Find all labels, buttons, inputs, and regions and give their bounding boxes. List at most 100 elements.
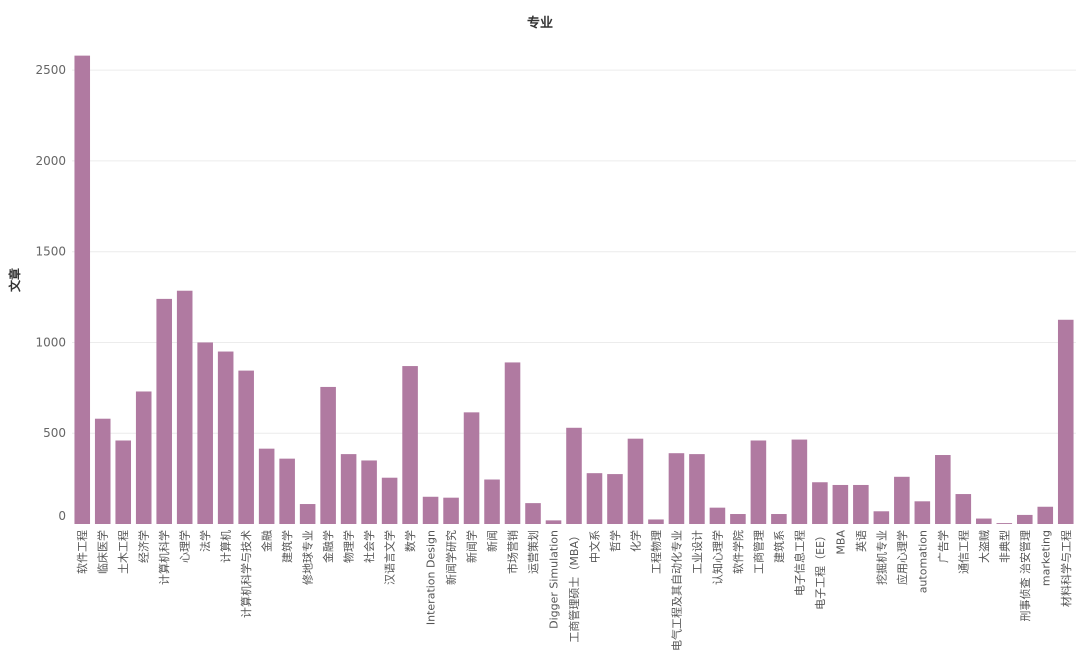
x-tick-label: automation	[916, 530, 929, 593]
x-tick-label: 哲学	[608, 530, 622, 552]
bar[interactable]	[361, 460, 377, 524]
bar[interactable]	[689, 454, 705, 524]
bar[interactable]	[996, 523, 1013, 524]
bar[interactable]	[668, 453, 685, 524]
bar[interactable]	[238, 370, 254, 524]
x-tick-label: 电子工程（EE）	[814, 530, 827, 610]
bar[interactable]	[422, 496, 439, 524]
x-tick-label: 工程物理	[649, 530, 663, 574]
bar[interactable]	[1057, 319, 1074, 524]
bar[interactable]	[914, 501, 931, 524]
bar[interactable]	[586, 473, 603, 524]
x-tick-label: 市场营销	[506, 530, 520, 574]
y-tick-label: 2500	[35, 63, 66, 77]
bar[interactable]	[279, 458, 295, 524]
bar[interactable]	[709, 507, 726, 524]
bar[interactable]	[94, 418, 111, 524]
bar[interactable]	[525, 503, 541, 524]
y-tick-label: 2000	[35, 154, 66, 168]
bar[interactable]	[730, 514, 746, 524]
bar[interactable]	[894, 476, 910, 524]
chart-title: 专业	[526, 16, 553, 31]
x-tick-label: 软件工程	[75, 530, 89, 574]
bar[interactable]	[976, 518, 992, 524]
bar[interactable]	[217, 351, 234, 524]
bar[interactable]	[1016, 514, 1033, 524]
bar[interactable]	[648, 519, 664, 524]
bar[interactable]	[566, 427, 582, 524]
x-tick-label: MBA	[834, 530, 847, 555]
x-tick-label: 运营策划	[526, 530, 540, 574]
bar[interactable]	[156, 298, 172, 524]
x-tick-label: 金融学	[321, 530, 335, 563]
bar[interactable]	[74, 55, 91, 524]
bar[interactable]	[771, 514, 787, 524]
bar[interactable]	[463, 412, 480, 524]
bar[interactable]	[607, 474, 623, 524]
bar[interactable]	[750, 440, 767, 524]
bar[interactable]	[135, 391, 152, 524]
y-tick-label: 500	[43, 426, 66, 440]
bar[interactable]	[258, 448, 275, 524]
x-tick-label: 应用心理学	[895, 530, 909, 585]
x-tick-label: 汉语言文学	[383, 530, 397, 585]
bar[interactable]	[381, 477, 398, 524]
bar[interactable]	[340, 454, 357, 524]
x-tick-label: 认知心理学	[710, 530, 724, 585]
x-tick-label: 挖掘机专业	[874, 530, 888, 585]
bar[interactable]	[443, 497, 459, 524]
bar[interactable]	[402, 366, 418, 524]
bar[interactable]	[832, 484, 849, 524]
bar[interactable]	[320, 386, 336, 524]
x-tick-label: 临床医学	[96, 530, 110, 574]
x-tick-label: 数学	[403, 530, 417, 552]
x-tick-label: 电子信息工程	[792, 530, 806, 596]
x-tick-label: marketing	[1039, 530, 1052, 586]
bar[interactable]	[115, 440, 132, 524]
bar[interactable]	[484, 479, 500, 524]
x-tick-label: 金融	[260, 530, 274, 552]
bar[interactable]	[873, 511, 890, 524]
x-tick-label: 修地球专业	[301, 530, 315, 585]
bar[interactable]	[504, 362, 521, 524]
x-tick-label: 计算机	[219, 530, 233, 563]
x-tick-label: 心理学	[178, 530, 192, 563]
bar[interactable]	[176, 290, 193, 524]
x-tick-label: 软件学院	[731, 530, 745, 574]
bar[interactable]	[1037, 506, 1054, 524]
bar[interactable]	[299, 504, 316, 524]
y-tick-label: 0	[58, 509, 66, 523]
x-tick-label: 工商管理	[751, 530, 765, 574]
x-tick-label: 计算机科学	[157, 530, 171, 585]
x-tick-label: 新闻	[485, 530, 499, 552]
x-tick-label: 广告学	[936, 530, 950, 563]
x-tick-label: 经济学	[137, 530, 151, 563]
bar[interactable]	[791, 439, 808, 524]
bar[interactable]	[197, 342, 213, 524]
x-tick-label: 物理学	[342, 530, 356, 563]
y-tick-label: 1500	[35, 245, 66, 259]
x-tick-label: 英语	[854, 530, 868, 552]
bar[interactable]	[955, 494, 972, 524]
bar[interactable]	[853, 484, 869, 524]
x-tick-label: 计算机科学与技术	[239, 530, 253, 618]
x-tick-label: 社会学	[362, 530, 376, 563]
x-tick-label: 新闻学	[465, 530, 479, 563]
x-tick-label: 工业设计	[691, 530, 704, 574]
x-tick-label: Digger Simulation	[548, 530, 561, 629]
x-tick-label: 新闻学研究	[444, 530, 458, 585]
x-tick-label: 工商管理硕士（MBA）	[567, 530, 581, 643]
bar[interactable]	[812, 482, 828, 524]
bar[interactable]	[627, 438, 644, 524]
bar[interactable]	[935, 455, 951, 524]
x-tick-label: 建筑学	[280, 530, 294, 563]
bar[interactable]	[545, 520, 562, 524]
x-tick-label: 土木工程	[117, 530, 130, 574]
x-tick-label: 电气工程及其自动化专业	[669, 530, 683, 651]
x-tick-label: 通信工程	[957, 530, 970, 574]
x-tick-label: 法学	[198, 530, 212, 552]
y-tick-label: 1000	[35, 335, 66, 349]
x-tick-label: 化学	[628, 530, 642, 552]
x-tick-label: 建筑系	[772, 530, 786, 563]
